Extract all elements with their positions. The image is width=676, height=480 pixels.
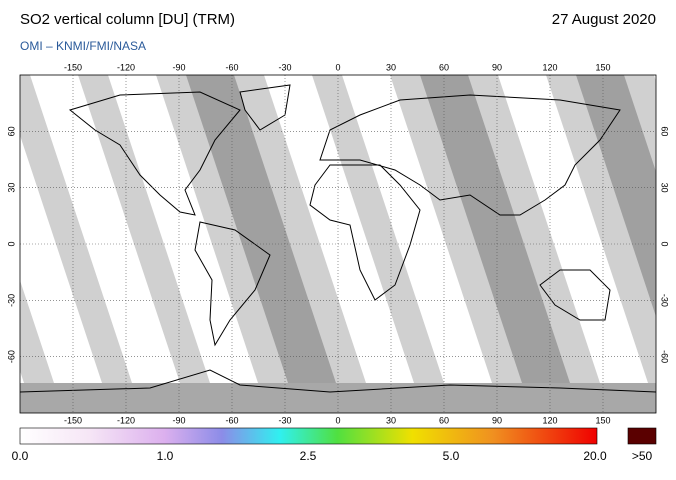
- swath: [20, 135, 102, 383]
- lon-label-bottom: 150: [595, 415, 610, 425]
- colorbar-label: 5.0: [443, 449, 460, 463]
- colorbar-overflow: [627, 427, 657, 445]
- colorbar-label: 1.0: [157, 449, 174, 463]
- map-ticks: -150 -150 -120 -120 -90 -90 -60 -60 -30 -30 0 0 30 30…: [6, 62, 669, 425]
- lon-label-bottom: 60: [439, 415, 449, 425]
- swath: [420, 75, 570, 383]
- lon-label-top: 90: [492, 62, 502, 72]
- date: 27 August 2020: [552, 11, 656, 28]
- australia: [539, 269, 611, 321]
- swath: [186, 75, 336, 383]
- lon-label-top: -30: [278, 62, 291, 72]
- lon-label-bottom: -150: [64, 415, 82, 425]
- colorbar-label: 0.0: [12, 449, 29, 463]
- map-frame: [19, 74, 657, 414]
- lon-label-bottom: -60: [225, 415, 238, 425]
- colorbar: [19, 427, 598, 445]
- lat-label-right: -60: [660, 350, 670, 363]
- swath: [342, 75, 492, 383]
- swath: [576, 75, 656, 317]
- lat-label-left: 30: [6, 183, 16, 193]
- lon-label-bottom: 30: [386, 415, 396, 425]
- swath: [20, 370, 24, 383]
- lon-label-bottom: 90: [492, 415, 502, 425]
- lat-label-left: 0: [6, 241, 16, 246]
- lon-label-top: 60: [439, 62, 449, 72]
- lon-label-top: -60: [225, 62, 238, 72]
- lat-label-right: 60: [660, 126, 670, 136]
- greenland: [239, 84, 291, 131]
- swaths: [20, 75, 656, 383]
- colorbar-label: 20.0: [583, 449, 607, 463]
- lat-label-right: 0: [660, 241, 670, 246]
- lon-label-bottom: -30: [278, 415, 291, 425]
- lon-label-top: -150: [64, 62, 82, 72]
- lon-label-top: 0: [335, 62, 340, 72]
- lon-label-top: 120: [542, 62, 557, 72]
- swath: [498, 75, 648, 383]
- lat-label-right: 30: [660, 183, 670, 193]
- credit: OMI – KNMI/FMI/NASA: [20, 39, 146, 53]
- colorbar-label: >50: [632, 449, 653, 463]
- colorbar-labels: 0.0 1.0 2.5 5.0 20.0 >50: [12, 449, 653, 463]
- eurasia: [319, 94, 621, 216]
- colorbar-label: 2.5: [300, 449, 317, 463]
- lon-label-top: -90: [172, 62, 185, 72]
- north-america: [68, 91, 241, 216]
- lon-label-top: -120: [117, 62, 135, 72]
- africa: [309, 164, 421, 301]
- lat-label-left: -30: [6, 294, 16, 307]
- lon-label-top: 30: [386, 62, 396, 72]
- swath: [654, 75, 656, 82]
- lat-label-right: -30: [660, 294, 670, 307]
- lon-label-bottom: -90: [172, 415, 185, 425]
- lon-label-bottom: 0: [335, 415, 340, 425]
- lon-label-bottom: 120: [542, 415, 557, 425]
- lat-label-left: 60: [6, 126, 16, 136]
- antarctica-coast: [20, 369, 656, 393]
- lon-label-bottom: -120: [117, 415, 135, 425]
- swath: [108, 75, 258, 383]
- lon-label-top: 150: [595, 62, 610, 72]
- swath: [30, 75, 180, 383]
- lat-label-left: -60: [6, 350, 16, 363]
- map: [20, 75, 656, 413]
- south-america: [194, 221, 271, 347]
- title: SO2 vertical column [DU] (TRM): [20, 11, 235, 28]
- swath: [264, 75, 414, 383]
- graticule: [20, 75, 656, 413]
- coastlines: [20, 84, 656, 393]
